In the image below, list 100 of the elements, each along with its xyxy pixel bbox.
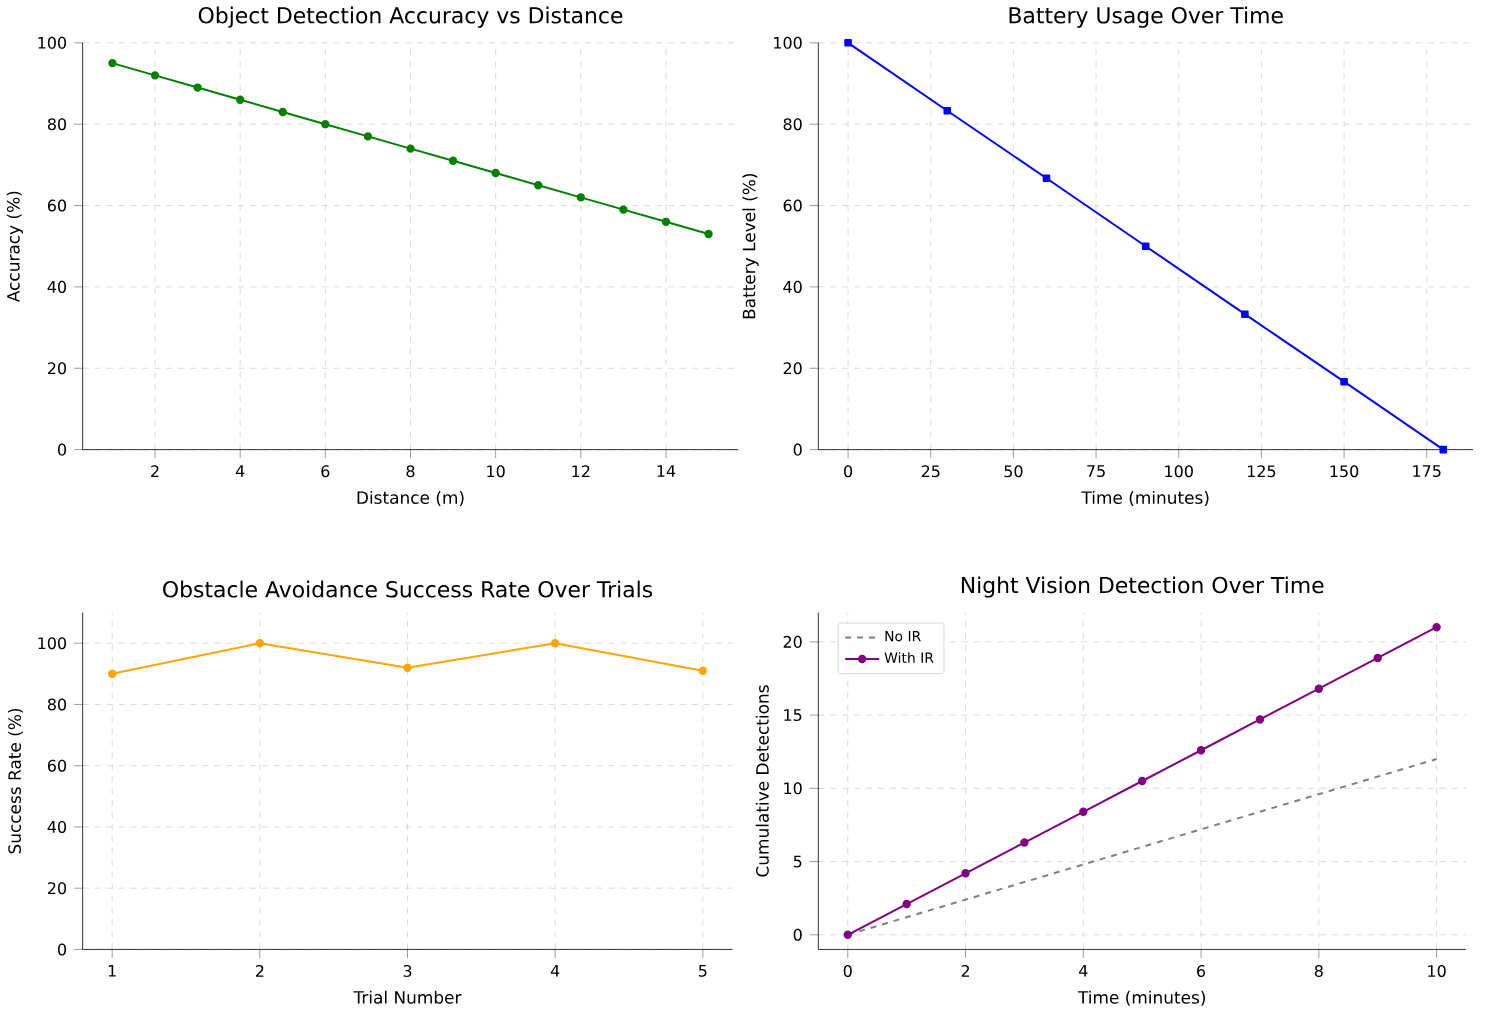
point	[619, 205, 628, 214]
point	[1020, 838, 1029, 847]
x-tick-label: 2	[255, 964, 264, 977]
point	[661, 217, 671, 226]
point	[1042, 174, 1051, 182]
point	[108, 58, 117, 68]
y-axis-title: Success Rate (%)	[7, 708, 23, 854]
point	[150, 70, 160, 80]
x-tick-label: 0	[843, 964, 852, 977]
x-axis-title: Trial Number	[353, 990, 462, 1004]
y-tick-label: 10	[784, 782, 802, 795]
point	[1241, 310, 1249, 318]
point	[363, 131, 373, 141]
x-tick-label: 0	[844, 464, 853, 478]
x-tick-label: 10	[1428, 964, 1446, 977]
point	[406, 144, 415, 153]
legend-label: With IR	[884, 651, 934, 663]
y-tick-label: 0	[793, 928, 802, 941]
y-tick-label: 20	[47, 362, 67, 375]
x-tick-label: 6	[1197, 964, 1206, 977]
y-axis-title: Battery Level (%)	[742, 173, 759, 319]
legend-label: No IR	[885, 630, 921, 642]
point	[1255, 715, 1265, 724]
x-tick-label: 12	[572, 464, 590, 477]
chart-title: Object Detection Accuracy vs Distance	[198, 6, 623, 28]
y-tick-label: 80	[47, 117, 67, 130]
point	[550, 638, 560, 648]
x-tick-label: 1	[108, 964, 116, 977]
x-axis-title: Distance (m)	[357, 490, 464, 506]
y-tick-label: 40	[783, 280, 802, 293]
y-tick-label: 100	[38, 636, 67, 650]
point	[1141, 242, 1150, 250]
point	[844, 38, 852, 47]
chart-title: Battery Usage Over Time	[1009, 6, 1283, 28]
x-tick-label: 3	[403, 964, 412, 977]
x-tick-label: 75	[1087, 464, 1105, 477]
y-axis-title: Cumulative Detections	[755, 685, 769, 877]
point	[235, 95, 245, 104]
point	[193, 83, 202, 92]
point	[943, 106, 952, 115]
x-tick-label: 50	[1004, 464, 1023, 478]
y-tick-label: 100	[38, 36, 67, 49]
x-tick-label: 4	[550, 964, 560, 977]
y-tick-label: 60	[47, 759, 67, 772]
x-tick-label: 25	[921, 464, 940, 478]
x-axis-title: Time (minutes)	[1081, 490, 1209, 506]
x-tick-label: 8	[1314, 964, 1323, 977]
point	[1196, 745, 1206, 755]
point	[448, 156, 458, 165]
y-tick-label: 15	[784, 708, 802, 721]
x-axis-title: Time (minutes)	[1077, 990, 1206, 1006]
y-tick-label: 60	[783, 199, 802, 212]
point	[704, 229, 713, 239]
point	[1079, 807, 1088, 816]
y-tick-label: 40	[47, 820, 67, 833]
y-tick-label: 40	[47, 280, 67, 293]
point	[491, 168, 500, 177]
x-tick-label: 5	[698, 964, 707, 977]
x-tick-label: 175	[1413, 464, 1441, 477]
chart-title: Night Vision Detection Over Time	[961, 576, 1324, 598]
point	[534, 180, 543, 190]
point	[107, 669, 117, 678]
point	[321, 119, 330, 129]
point	[403, 663, 412, 672]
point	[255, 638, 265, 648]
x-tick-label: 2	[151, 464, 159, 477]
y-tick-label: 5	[793, 855, 802, 868]
y-tick-label: 100	[774, 36, 802, 49]
x-tick-label: 125	[1247, 464, 1276, 478]
x-tick-label: 6	[321, 464, 330, 478]
point	[576, 193, 585, 202]
x-tick-label: 2	[961, 964, 969, 977]
point	[278, 107, 287, 116]
point	[1138, 776, 1147, 785]
point	[1314, 684, 1324, 693]
x-tick-label: 100	[1165, 464, 1193, 478]
y-tick-label: 20	[47, 881, 67, 894]
x-tick-label: 10	[487, 464, 505, 478]
point	[961, 868, 970, 878]
y-tick-label: 80	[783, 117, 802, 130]
x-tick-label: 4	[1079, 964, 1088, 977]
point	[698, 666, 707, 675]
y-tick-label: 0	[58, 943, 67, 956]
point	[1432, 622, 1441, 632]
chart-title: Obstacle Avoidance Success Rate Over Trials	[163, 580, 653, 598]
y-tick-label: 20	[783, 635, 802, 648]
point	[843, 930, 852, 939]
point	[1373, 653, 1382, 662]
y-axis-title: Accuracy (%)	[6, 191, 24, 302]
point	[902, 899, 911, 909]
x-tick-label: 14	[657, 464, 676, 477]
x-tick-label: 150	[1330, 464, 1359, 478]
y-tick-label: 60	[47, 199, 67, 212]
point	[1439, 445, 1448, 454]
y-tick-label: 0	[793, 443, 802, 456]
x-tick-label: 8	[406, 464, 415, 478]
x-tick-label: 4	[235, 464, 245, 477]
point	[1340, 377, 1348, 386]
y-tick-label: 0	[58, 443, 67, 456]
y-tick-label: 80	[47, 698, 67, 711]
